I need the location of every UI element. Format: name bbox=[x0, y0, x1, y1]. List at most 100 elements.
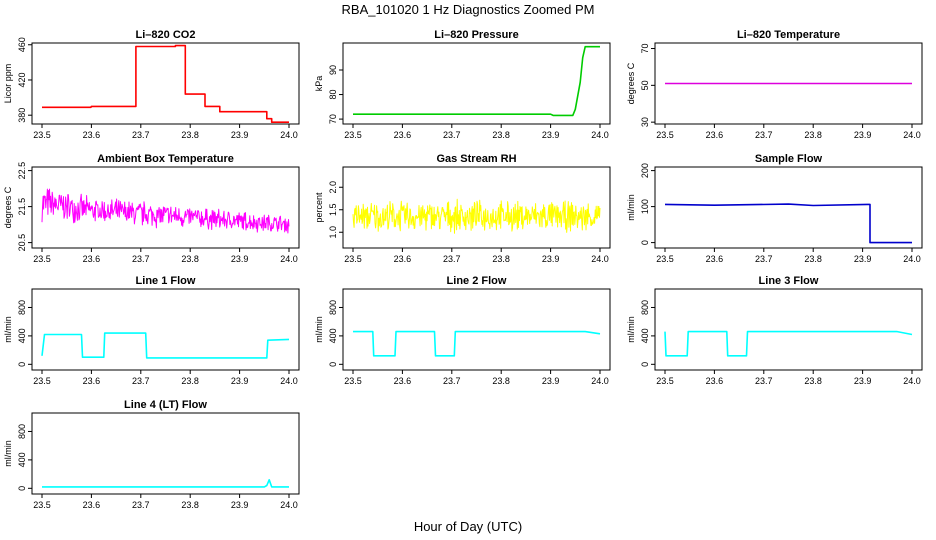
line-4-lt-flow-ytick-label: 800 bbox=[17, 424, 27, 439]
li-820-temperature-ytick-label: 30 bbox=[640, 117, 650, 127]
line-2-flow-xtick-label: 23.8 bbox=[492, 376, 510, 386]
line-3-flow-ytick-label: 400 bbox=[640, 328, 650, 343]
li-820-co2-ytick-label: 380 bbox=[17, 108, 27, 123]
line-2-flow-ytick-label: 0 bbox=[328, 362, 338, 367]
line-4-lt-flow-xtick-label: 23.7 bbox=[132, 500, 150, 510]
ambient-box-temperature-xtick-label: 24.0 bbox=[280, 254, 298, 264]
sample-flow-ylabel: ml/min bbox=[626, 194, 636, 221]
li-820-co2-ytick-label: 420 bbox=[17, 72, 27, 87]
li-820-pressure-title: Li–820 Pressure bbox=[434, 29, 518, 41]
li-820-temperature-frame bbox=[654, 42, 923, 125]
sample-flow-xtick-label: 23.8 bbox=[804, 254, 822, 264]
li-820-co2-ytick-label: 460 bbox=[17, 37, 27, 52]
ambient-box-temperature-xtick-label: 23.5 bbox=[33, 254, 51, 264]
li-820-temperature-xtick-label: 23.5 bbox=[656, 130, 674, 140]
gas-stream-rh-title: Gas Stream RH bbox=[436, 153, 516, 165]
li-820-temperature-xtick-label: 23.7 bbox=[755, 130, 773, 140]
li-820-co2-panel: Li–820 CO2 Licor ppm 23.5 23.6 23.7 23.8 23.9 2… bbox=[3, 29, 300, 140]
li-820-pressure-ylabel: kPa bbox=[314, 76, 324, 92]
line-2-flow-xtick-label: 23.5 bbox=[344, 376, 362, 386]
li-820-pressure-series-line bbox=[353, 45, 600, 117]
figure-xlabel: Hour of Day (UTC) bbox=[414, 519, 522, 534]
line-2-flow-title: Line 2 Flow bbox=[447, 275, 507, 287]
li-820-temperature-ytick-label: 50 bbox=[640, 80, 650, 90]
li-820-pressure-xtick-label: 23.6 bbox=[394, 130, 412, 140]
sample-flow-frame bbox=[654, 166, 923, 249]
line-3-flow-panel: Line 3 Flow ml/min 23.5 23.6 23.7 23.8 23.9 24.… bbox=[626, 275, 923, 386]
gas-stream-rh-xtick-label: 23.8 bbox=[492, 254, 510, 264]
li-820-pressure-ytick-label: 90 bbox=[328, 65, 338, 75]
gas-stream-rh-ytick-label: 2.0 bbox=[328, 181, 338, 194]
li-820-co2-series-line bbox=[42, 44, 289, 123]
li-820-co2-xtick-label: 23.6 bbox=[83, 130, 101, 140]
line-1-flow-ytick-label: 0 bbox=[17, 362, 27, 367]
sample-flow-xtick-label: 23.6 bbox=[706, 254, 724, 264]
ambient-box-temperature-ytick-label: 21.5 bbox=[17, 198, 27, 216]
li-820-pressure-xtick-label: 24.0 bbox=[591, 130, 609, 140]
line-2-flow-series-line bbox=[353, 330, 601, 357]
gas-stream-rh-panel: Gas Stream RH percent 23.5 23.6 23.7 23.8 23.9… bbox=[314, 153, 611, 264]
line-4-lt-flow-panel: Line 4 (LT) Flow ml/min 23.5 23.6 23.7 23.8 23… bbox=[3, 399, 300, 510]
gas-stream-rh-xtick-label: 24.0 bbox=[591, 254, 609, 264]
ambient-box-temperature-xtick-label: 23.6 bbox=[83, 254, 101, 264]
sample-flow-ytick-label: 200 bbox=[640, 163, 650, 178]
line-4-lt-flow-frame bbox=[31, 412, 300, 495]
li-820-pressure-xtick-label: 23.5 bbox=[344, 130, 362, 140]
line-3-flow-series-line bbox=[664, 330, 913, 357]
line-1-flow-xtick-label: 24.0 bbox=[280, 376, 298, 386]
sample-flow-series-line bbox=[664, 203, 912, 244]
line-2-flow-panel: Line 2 Flow ml/min 23.5 23.6 23.7 23.8 23.9 24.… bbox=[314, 275, 611, 386]
line-3-flow-ylabel: ml/min bbox=[626, 316, 636, 343]
line-4-lt-flow-title: Line 4 (LT) Flow bbox=[124, 399, 207, 411]
line-2-flow-ytick-label: 400 bbox=[328, 328, 338, 343]
ambient-box-temperature-title: Ambient Box Temperature bbox=[97, 153, 234, 165]
li-820-temperature-ylabel: degrees C bbox=[626, 62, 636, 104]
gas-stream-rh-xtick-label: 23.9 bbox=[542, 254, 560, 264]
line-1-flow-xtick-label: 23.5 bbox=[33, 376, 51, 386]
gas-stream-rh-xtick-label: 23.5 bbox=[344, 254, 362, 264]
line-4-lt-flow-xtick-label: 23.9 bbox=[231, 500, 249, 510]
li-820-co2-xtick-label: 23.8 bbox=[181, 130, 199, 140]
li-820-co2-xtick-label: 24.0 bbox=[280, 130, 298, 140]
line-4-lt-flow-xtick-label: 23.5 bbox=[33, 500, 51, 510]
ambient-box-temperature-panel: Ambient Box Temperature degrees C 23.5 23.6… bbox=[3, 153, 300, 264]
line-2-flow-frame bbox=[342, 288, 611, 371]
gas-stream-rh-xtick-label: 23.7 bbox=[443, 254, 461, 264]
line-3-flow-title: Line 3 Flow bbox=[759, 275, 819, 287]
line-1-flow-series-line bbox=[41, 332, 290, 359]
ambient-box-temperature-ylabel: degrees C bbox=[3, 186, 13, 228]
line-2-flow-xtick-label: 23.6 bbox=[394, 376, 412, 386]
li-820-co2-ylabel: Licor ppm bbox=[3, 64, 13, 104]
ambient-box-temperature-frame bbox=[31, 166, 300, 249]
line-1-flow-ytick-label: 400 bbox=[17, 328, 27, 343]
sample-flow-xtick-label: 23.5 bbox=[656, 254, 674, 264]
li-820-temperature-xtick-label: 24.0 bbox=[903, 130, 921, 140]
gas-stream-rh-ytick-label: 1.0 bbox=[328, 226, 338, 239]
line-2-flow-xtick-label: 23.9 bbox=[542, 376, 560, 386]
sample-flow-xtick-label: 23.7 bbox=[755, 254, 773, 264]
line-2-flow-xtick-label: 23.7 bbox=[443, 376, 461, 386]
line-1-flow-xtick-label: 23.7 bbox=[132, 376, 150, 386]
ambient-box-temperature-xtick-label: 23.9 bbox=[231, 254, 249, 264]
li-820-temperature-xtick-label: 23.8 bbox=[804, 130, 822, 140]
sample-flow-xtick-label: 24.0 bbox=[903, 254, 921, 264]
line-1-flow-frame bbox=[31, 288, 300, 371]
li-820-co2-xtick-label: 23.5 bbox=[33, 130, 51, 140]
line-3-flow-xtick-label: 23.7 bbox=[755, 376, 773, 386]
li-820-pressure-ytick-label: 70 bbox=[328, 114, 338, 124]
line-1-flow-xtick-label: 23.8 bbox=[181, 376, 199, 386]
li-820-temperature-xtick-label: 23.9 bbox=[854, 130, 872, 140]
gas-stream-rh-series-line bbox=[352, 198, 601, 234]
line-1-flow-title: Line 1 Flow bbox=[136, 275, 196, 287]
ambient-box-temperature-series-line bbox=[41, 188, 290, 234]
sample-flow-xtick-label: 23.9 bbox=[854, 254, 872, 264]
line-3-flow-xtick-label: 23.6 bbox=[706, 376, 724, 386]
line-4-lt-flow-ylabel: ml/min bbox=[3, 440, 13, 467]
line-3-flow-frame bbox=[654, 288, 923, 371]
li-820-pressure-xtick-label: 23.9 bbox=[542, 130, 560, 140]
line-4-lt-flow-ytick-label: 400 bbox=[17, 452, 27, 467]
line-1-flow-xtick-label: 23.9 bbox=[231, 376, 249, 386]
li-820-pressure-frame bbox=[342, 42, 611, 125]
line-1-flow-ytick-label: 800 bbox=[17, 300, 27, 315]
